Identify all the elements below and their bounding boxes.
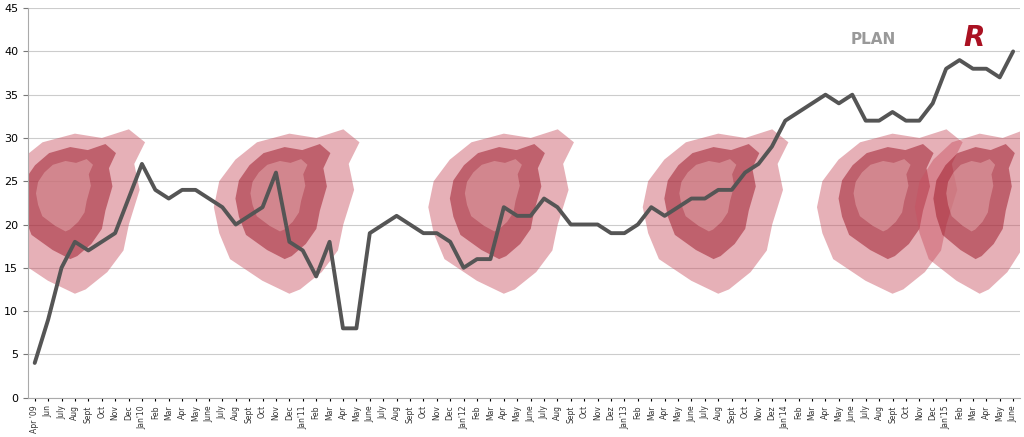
Text: PLAN: PLAN [851, 31, 896, 46]
Polygon shape [251, 159, 307, 232]
Polygon shape [679, 159, 736, 232]
Polygon shape [428, 129, 573, 294]
Polygon shape [665, 144, 760, 259]
Polygon shape [465, 159, 522, 232]
Polygon shape [450, 144, 545, 259]
Polygon shape [643, 129, 788, 294]
Polygon shape [20, 144, 116, 259]
Text: R: R [964, 24, 985, 52]
Polygon shape [236, 144, 331, 259]
Polygon shape [36, 159, 93, 232]
Polygon shape [854, 159, 910, 232]
Polygon shape [214, 129, 359, 294]
Polygon shape [0, 129, 145, 294]
Polygon shape [914, 129, 1024, 294]
Polygon shape [817, 129, 963, 294]
Polygon shape [934, 144, 1015, 259]
Polygon shape [839, 144, 934, 259]
Polygon shape [946, 159, 995, 232]
